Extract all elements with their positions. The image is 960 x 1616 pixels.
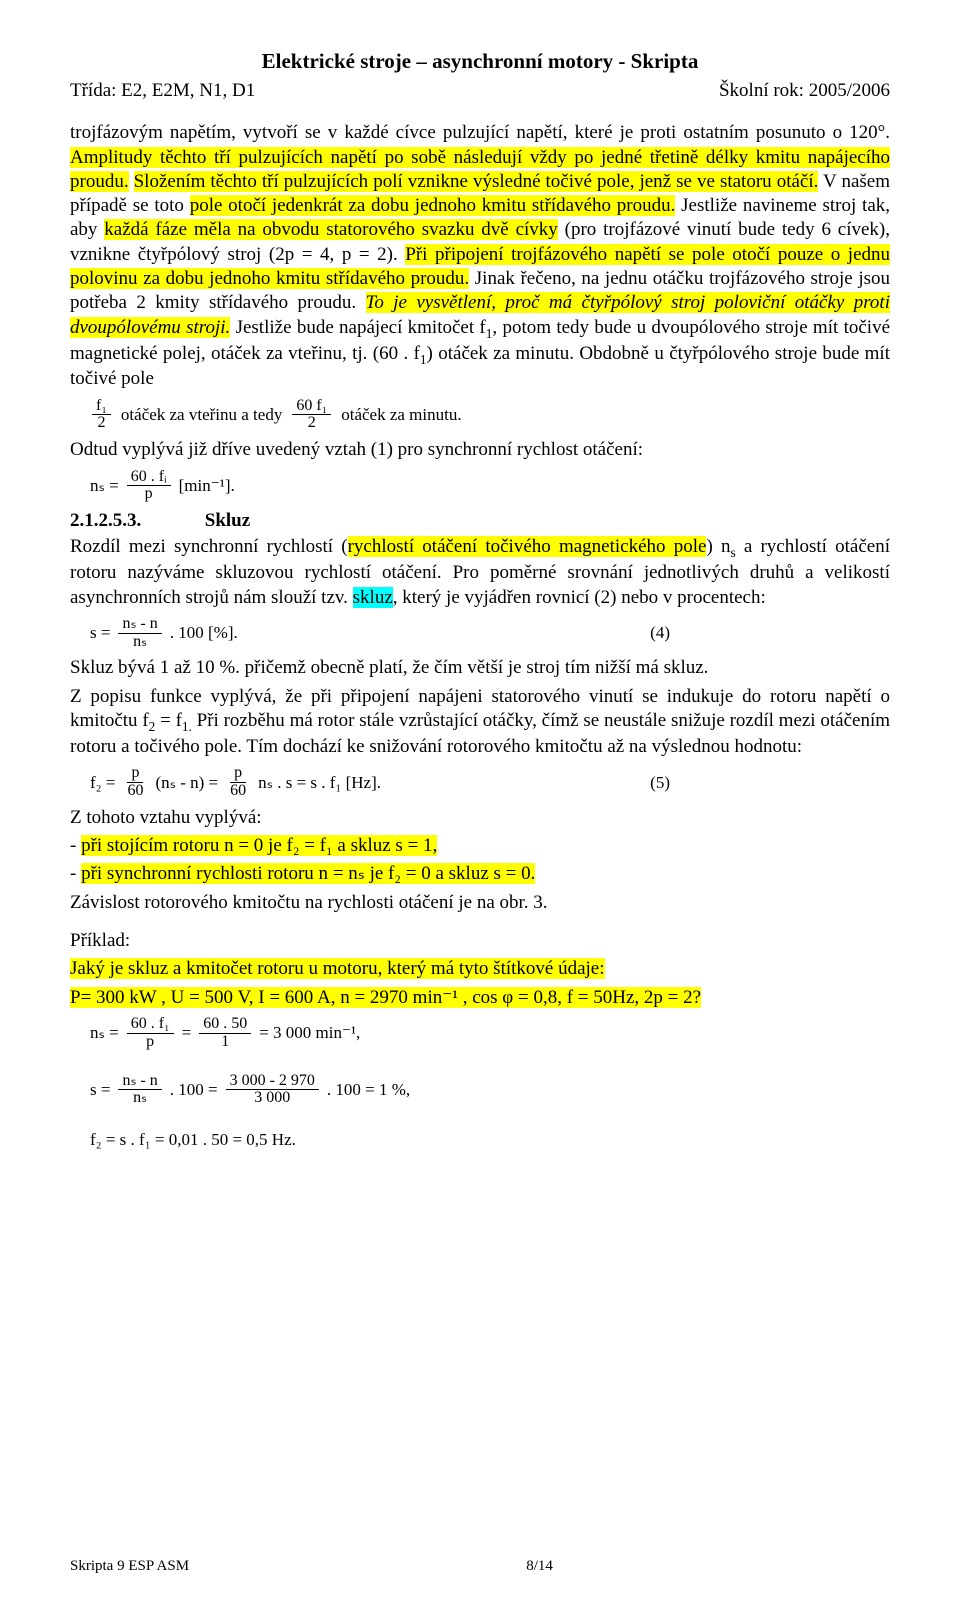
paragraph-6: Z tohoto vztahu vyplývá: — [70, 806, 890, 830]
fraction: f₁2 — [92, 398, 111, 433]
text: trojfázovým napětím, vytvoří se v každé … — [70, 122, 890, 143]
frac-num: 60 . f₁ — [127, 1016, 174, 1034]
highlight: Složením těchto tří pulzujících polí vzn… — [134, 171, 819, 192]
paragraph-2: Odtud vyplývá již dříve uvedený vztah (1… — [70, 438, 890, 462]
text: nₛ . s = s . f₁ [Hz]. — [258, 772, 381, 794]
equation-number: (5) — [650, 772, 670, 794]
frac-num: nₛ - n — [118, 616, 161, 634]
frac-num: p — [230, 765, 246, 783]
frac-den: nₛ — [129, 634, 151, 651]
paragraph-4: Skluz bývá 1 až 10 %. přičemž obecně pla… — [70, 656, 890, 680]
text: ) n — [706, 536, 730, 557]
formula-ns: nₛ = 60 . fᵢp [min⁻¹]. — [90, 469, 890, 504]
footer-left: Skripta 9 ESP ASM — [70, 1557, 189, 1576]
sub: 1 — [420, 351, 427, 366]
paragraph-3: Rozdíl mezi synchronní rychlostí (rychlo… — [70, 535, 890, 609]
paragraph-1: trojfázovým napětím, vytvoří se v každé … — [70, 121, 890, 391]
text: . 100 = 1 %, — [327, 1079, 410, 1101]
example-label: Příklad: — [70, 929, 890, 953]
frac-den: p — [141, 486, 157, 503]
frac-num: 60 . fᵢ — [127, 469, 171, 487]
highlight: při stojícím rotoru n = 0 je f₂ = f₁ a s… — [81, 835, 437, 856]
frac-den: 60 — [123, 783, 147, 800]
formula-rotations: f₁2 otáček za vteřinu a tedy 60 f₁2 otáč… — [90, 398, 890, 433]
page-footer: Skripta 9 ESP ASM 8/14 — [70, 1557, 890, 1576]
text: s = — [90, 622, 110, 644]
class-label: Třída: E2, E2M, N1, D1 — [70, 79, 255, 103]
fraction: 60 . fᵢp — [127, 469, 171, 504]
text: . 100 = — [170, 1079, 218, 1101]
paragraph-8: Závislost rotorového kmitočtu na rychlos… — [70, 891, 890, 915]
highlight: každá fáze měla na obvodu statorového sv… — [104, 219, 558, 240]
fraction: 60 . 501 — [199, 1016, 251, 1051]
fraction: 3 000 - 2 9703 000 — [226, 1073, 319, 1108]
text: f₂ = s . f₁ = 0,01 . 50 = 0,5 Hz. — [90, 1129, 296, 1151]
text — [129, 171, 134, 192]
example-eq-s: s = nₛ - nnₛ . 100 = 3 000 - 2 9703 000 … — [90, 1073, 890, 1108]
paragraph-5: Z popisu funkce vyplývá, že při připojen… — [70, 685, 890, 759]
fraction: 60 . f₁p — [127, 1016, 174, 1051]
text: (nₛ - n) = — [155, 772, 218, 794]
fraction: p60 — [123, 765, 147, 800]
list-item-1: - při stojícím rotoru n = 0 je f₂ = f₁ a… — [70, 834, 890, 858]
frac-den: 2 — [304, 415, 320, 432]
fraction: 60 f₁2 — [292, 398, 331, 433]
example-eq-f2: f₂ = s . f₁ = 0,01 . 50 = 0,5 Hz. — [90, 1129, 890, 1151]
text: = — [182, 1022, 192, 1044]
section-number: 2.1.2.5.3. — [70, 509, 200, 533]
highlight: P= 300 kW , U = 500 V, I = 600 A, n = 29… — [70, 987, 701, 1008]
text: = f — [155, 710, 182, 731]
frac-num: 60 . 50 — [199, 1016, 251, 1034]
text: Rozdíl mezi synchronní rychlostí ( — [70, 536, 348, 557]
text: , který je vyjádřen rovnicí (2) nebo v p… — [393, 587, 766, 608]
frac-num: f₁ — [92, 398, 111, 416]
frac-den: nₛ — [129, 1090, 151, 1107]
frac-den: p — [142, 1034, 158, 1051]
formula-f2: f₂ = p60 (nₛ - n) = p60 nₛ . s = s . f₁ … — [90, 765, 890, 800]
formula-s: s = nₛ - nnₛ . 100 [%]. (4) — [90, 616, 890, 651]
fraction: p60 — [226, 765, 250, 800]
frac-den: 3 000 — [250, 1090, 294, 1107]
text: . 100 [%]. — [170, 622, 238, 644]
text: otáček za minutu. — [341, 404, 461, 426]
fraction: nₛ - nnₛ — [118, 616, 161, 651]
section-heading: 2.1.2.5.3. Skluz — [70, 509, 890, 533]
text: [min⁻¹]. — [179, 475, 235, 497]
frac-den: 60 — [226, 783, 250, 800]
doc-title: Elektrické stroje – asynchronní motory -… — [70, 48, 890, 75]
frac-num: 60 f₁ — [292, 398, 331, 416]
frac-den: 1 — [217, 1034, 233, 1051]
text: f₂ = — [90, 772, 115, 794]
frac-den: 2 — [93, 415, 109, 432]
text: otáček za vteřinu a tedy — [121, 404, 282, 426]
header-row: Třída: E2, E2M, N1, D1 Školní rok: 2005/… — [70, 79, 890, 103]
text: nₛ = — [90, 1022, 119, 1044]
highlight: pole otočí jedenkrát za dobu jednoho kmi… — [190, 195, 676, 216]
year-label: Školní rok: 2005/2006 — [719, 79, 890, 103]
list-item-2: - při synchronní rychlosti rotoru n = nₛ… — [70, 862, 890, 886]
highlight: při synchronní rychlosti rotoru n = nₛ j… — [81, 863, 535, 884]
sub: 1. — [182, 719, 192, 734]
frac-num: nₛ - n — [118, 1073, 161, 1091]
text: nₛ = — [90, 475, 119, 497]
equation-number: (4) — [650, 622, 670, 644]
text: = 3 000 min⁻¹, — [259, 1022, 360, 1044]
highlight-cyan: skluz — [353, 587, 393, 608]
example-question-1: Jaký je skluz a kmitočet rotoru u motoru… — [70, 957, 890, 981]
frac-num: 3 000 - 2 970 — [226, 1073, 319, 1091]
text: - — [70, 863, 81, 884]
example-question-2: P= 300 kW , U = 500 V, I = 600 A, n = 29… — [70, 986, 890, 1010]
fraction: nₛ - nnₛ — [118, 1073, 161, 1108]
example-eq-ns: nₛ = 60 . f₁p = 60 . 501 = 3 000 min⁻¹, — [90, 1016, 890, 1051]
footer-page-number: 8/14 — [189, 1557, 890, 1576]
section-title: Skluz — [205, 510, 250, 531]
text: s = — [90, 1079, 110, 1101]
highlight: Jaký je skluz a kmitočet rotoru u motoru… — [70, 958, 605, 979]
highlight: rychlostí otáčení točivého magnetického … — [348, 536, 707, 557]
frac-num: p — [127, 765, 143, 783]
text: Při rozběhu má rotor stále vzrůstající o… — [70, 710, 890, 757]
text: Jestliže bude napájecí kmitočet f — [230, 317, 485, 338]
text: - — [70, 835, 81, 856]
